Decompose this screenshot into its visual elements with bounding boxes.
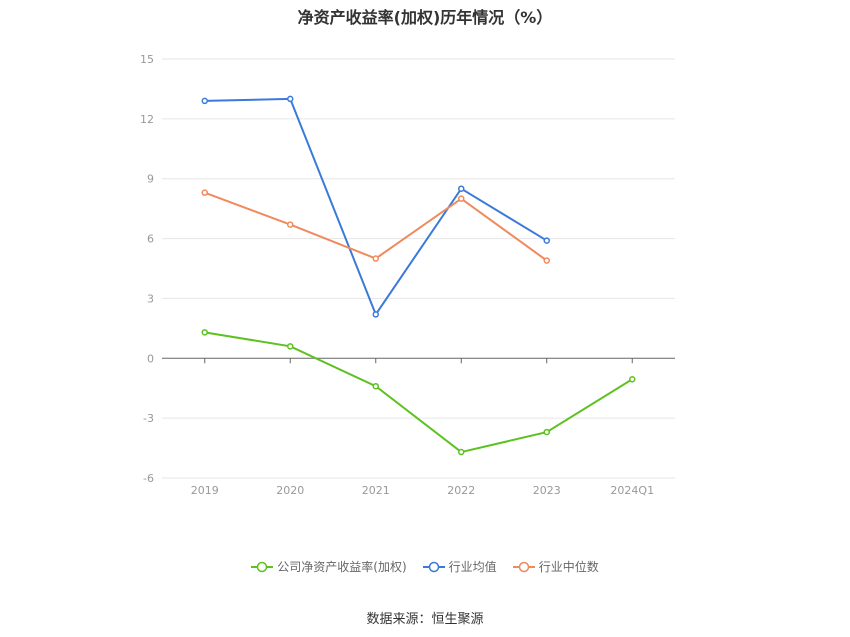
y-tick-label: -3 <box>143 412 154 425</box>
data-point <box>543 428 550 436</box>
x-tick-label: 2023 <box>533 484 561 497</box>
x-tick-label: 2021 <box>362 484 390 497</box>
x-tick-label: 2022 <box>447 484 475 497</box>
data-point <box>458 448 465 456</box>
series-3 <box>201 189 550 264</box>
series-line <box>204 97 548 317</box>
x-tick-label: 2019 <box>191 484 219 497</box>
data-point <box>201 189 208 196</box>
legend-label: 行业均值 <box>448 560 497 574</box>
grid <box>162 58 675 479</box>
series-1 <box>201 329 636 456</box>
data-point <box>629 375 636 383</box>
series-line <box>204 331 633 454</box>
data-point <box>287 95 294 103</box>
axes: 15 12 9 6 3 0 -3 -6 2019 2020 2021 2022 2023 2024Q1 <box>140 53 675 497</box>
y-tick-label: 3 <box>147 292 154 305</box>
legend-label: 公司净资产收益率(加权) <box>277 560 407 574</box>
data-point <box>201 329 208 336</box>
data-point <box>543 257 550 264</box>
legend-line-marker-icon <box>512 561 535 572</box>
legend-line-marker-icon <box>251 561 274 572</box>
legend-line-marker-icon <box>422 561 445 572</box>
x-tick-label: 2020 <box>276 484 304 497</box>
series-line <box>204 191 548 262</box>
chart-title: 净资产收益率(加权)历年情况（%） <box>297 8 553 27</box>
series-lines <box>201 95 636 456</box>
y-tick-label: 15 <box>140 53 154 66</box>
y-tick-label: 0 <box>147 352 154 365</box>
y-tick-label: 6 <box>147 233 154 246</box>
data-point <box>372 382 379 390</box>
data-point <box>372 255 379 262</box>
data-point <box>287 221 294 228</box>
legend-label: 行业中位数 <box>538 560 599 574</box>
y-tick-label: 12 <box>140 113 154 126</box>
legend-item[interactable]: 行业中位数 <box>512 558 599 575</box>
data-point <box>201 97 208 105</box>
data-point <box>458 185 465 192</box>
data-point <box>372 311 379 318</box>
legend-item[interactable]: 行业均值 <box>422 558 497 575</box>
data-point <box>458 195 465 202</box>
legend-item[interactable]: 公司净资产收益率(加权) <box>251 558 407 575</box>
x-tick-label: 2024Q1 <box>610 484 654 497</box>
data-source: 数据来源：恒生聚源 <box>366 612 484 627</box>
data-point <box>543 237 550 244</box>
y-tick-label: 9 <box>147 173 154 186</box>
legend: 公司净资产收益率(加权) 行业均值 行业中位数 <box>0 558 850 575</box>
series-2 <box>201 95 550 318</box>
data-point <box>287 343 294 350</box>
y-tick-label: -6 <box>143 472 154 485</box>
